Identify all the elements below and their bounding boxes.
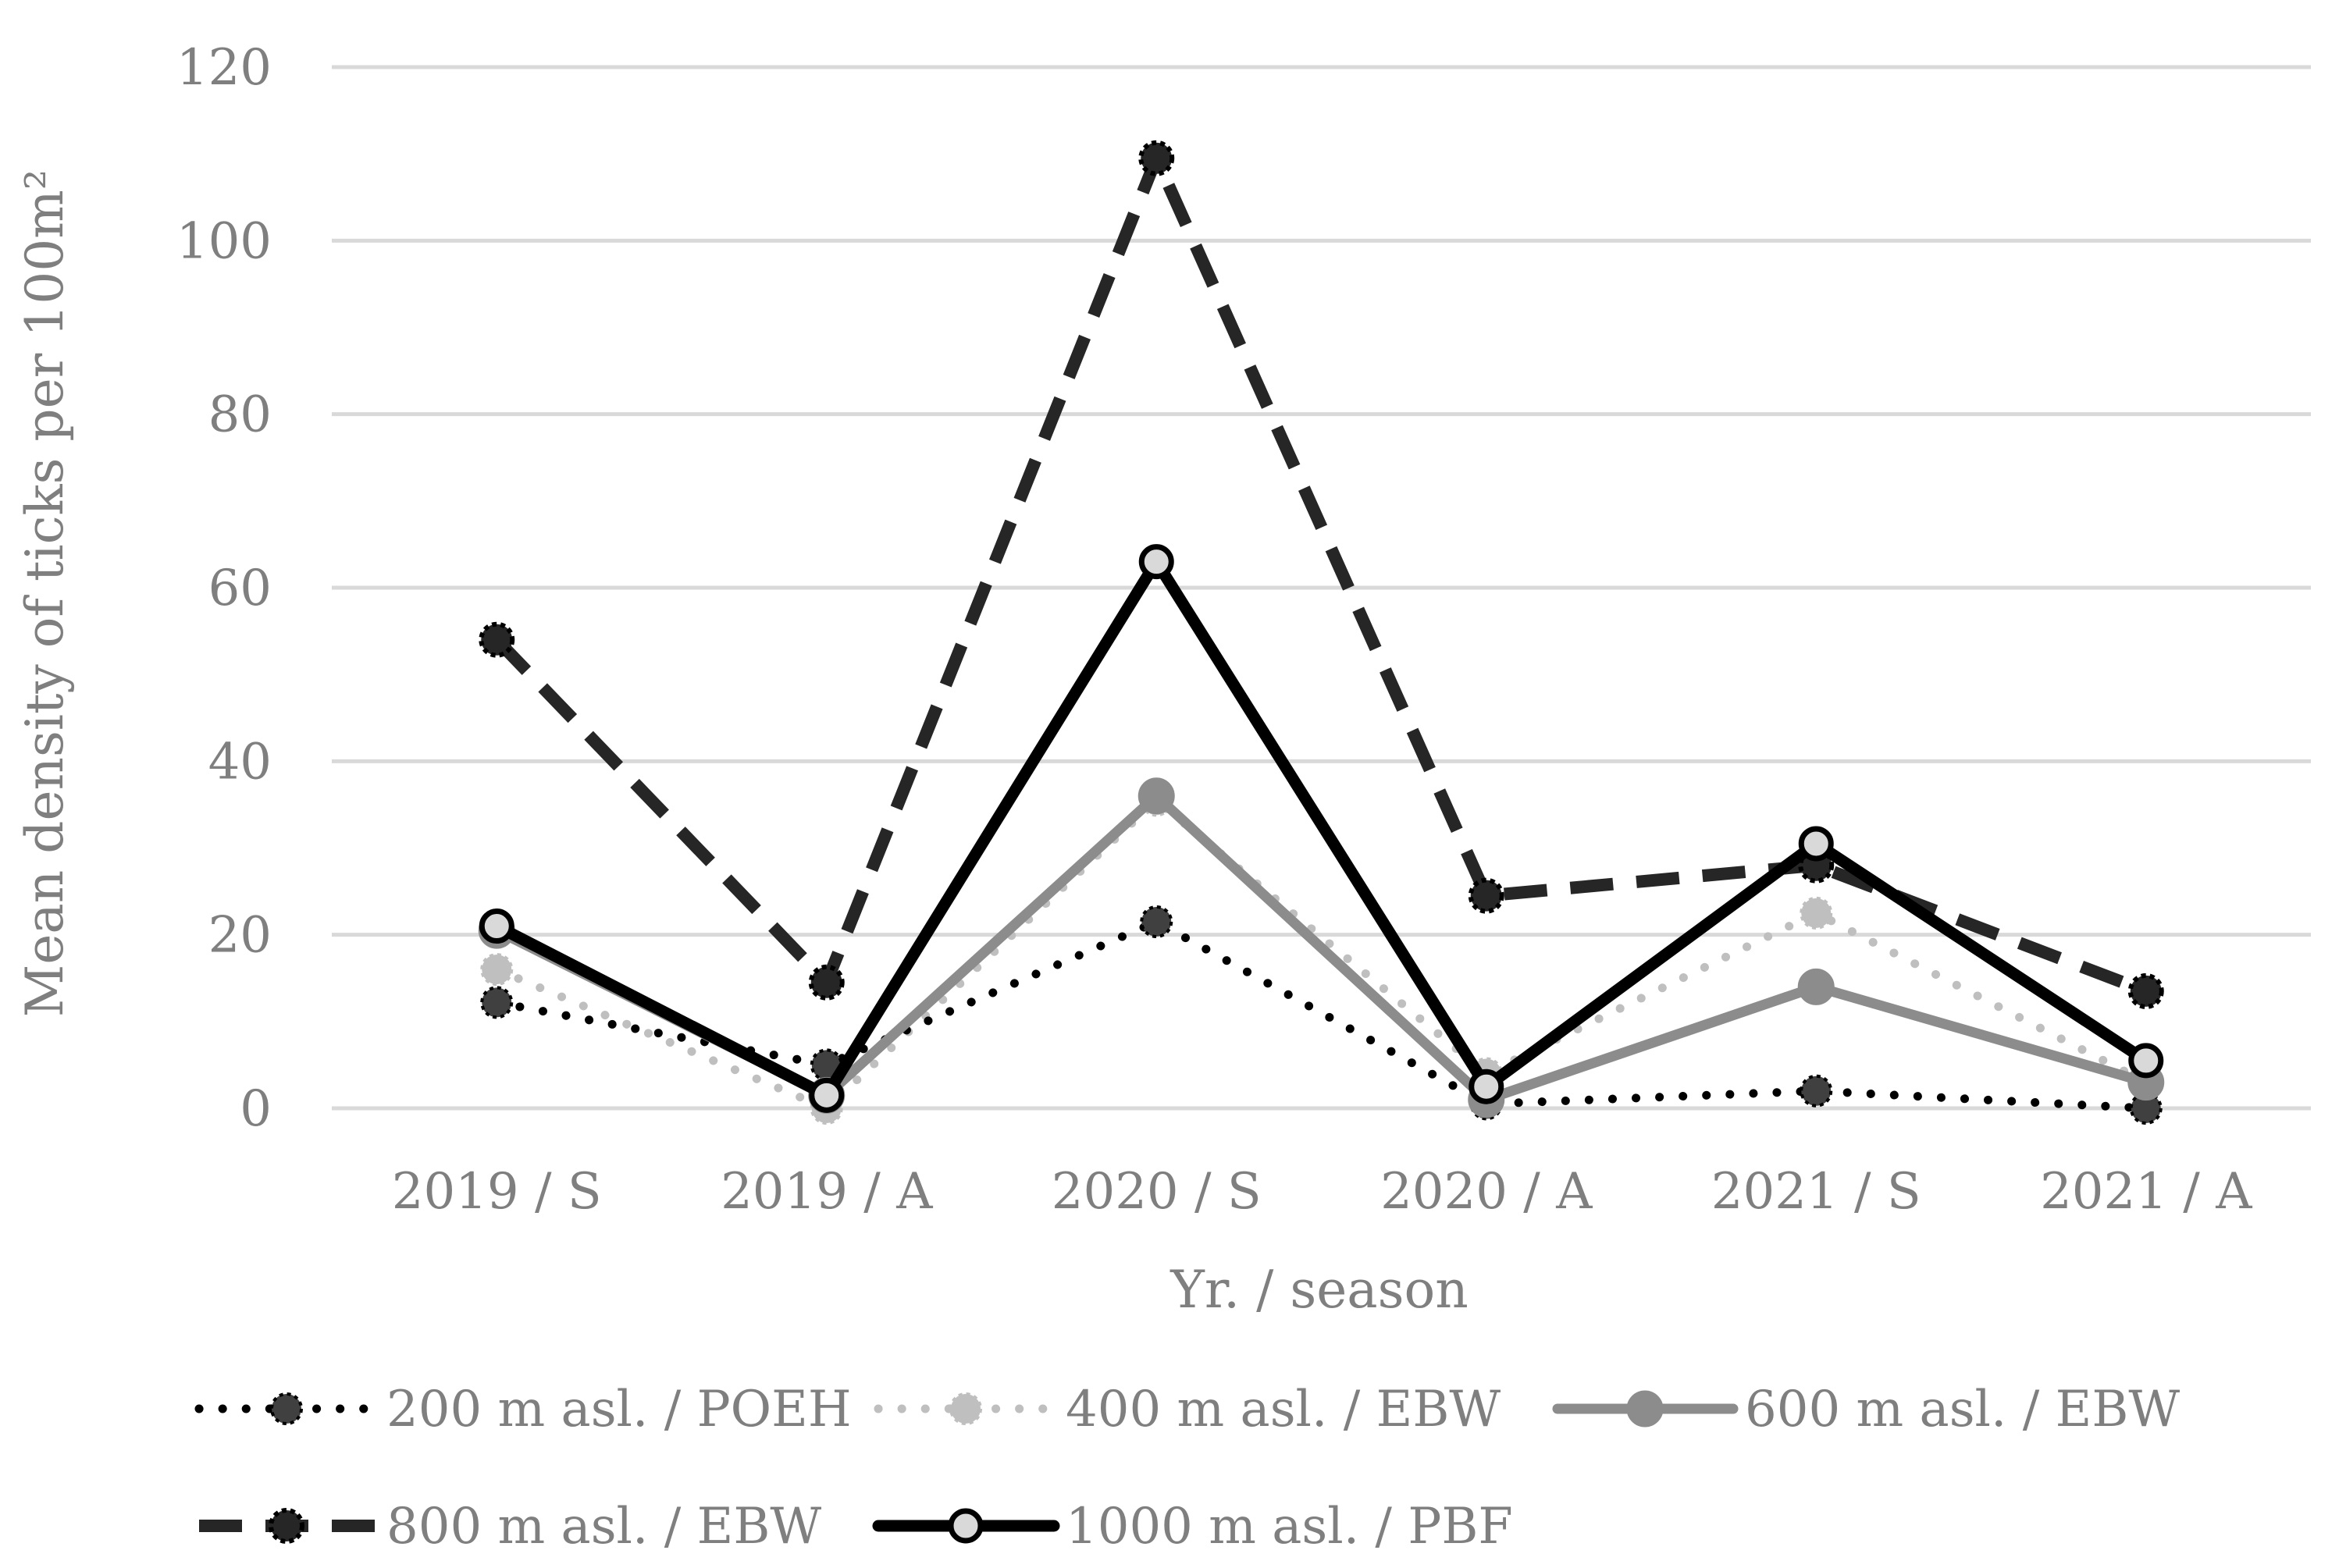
legend-item-4: 800 m asl. / EBW [199,1498,821,1556]
data-point [1800,896,1833,930]
legend-label: 200 m asl. / POEH [386,1381,852,1438]
y-tick-label: 80 [208,386,272,444]
data-point [480,953,514,987]
x-tick-label: 2021 / A [2040,1163,2252,1221]
x-tick-label: 2020 / A [1380,1163,1593,1221]
x-tick-label: 2021 / S [1711,1163,1921,1221]
y-tick-label: 100 [176,212,272,270]
series-layer [478,140,2165,1125]
y-tick-label: 20 [208,907,272,965]
series-5 [479,544,2164,1113]
series-line [492,151,2149,997]
legend: 200 m asl. / POEH 400 m asl. / EBW 600 m a… [194,1381,2180,1556]
legend-item-1: 200 m asl. / POEH [194,1381,852,1438]
series-line [492,795,2151,1113]
x-axis-title: Yr. / season [1170,1260,1468,1320]
x-tick-label: 2019 / S [392,1163,602,1221]
data-point [2128,1043,2164,1079]
data-point [2127,972,2164,1009]
data-point [1798,826,1834,862]
x-tick-label: 2019 / A [721,1163,933,1221]
x-axis-tick-labels: 2019 / S 2019 / A 2020 / S 2020 / A 2021 / S… [392,1163,2252,1221]
data-point [480,986,514,1019]
data-point [2129,1092,2163,1125]
y-tick-label: 40 [208,733,272,791]
legend-label: 600 m asl. / EBW [1745,1381,2180,1438]
data-point [1138,140,1175,176]
x-tick-label: 2020 / S [1052,1163,1262,1221]
legend-swatch-marker [270,1392,303,1425]
data-point [479,621,515,658]
legend-swatch-marker [948,1508,984,1544]
legend-label: 1000 m asl. / PBF [1066,1498,1513,1556]
data-point [1469,1068,1504,1104]
legend-item-5: 1000 m asl. / PBF [872,1498,1513,1556]
y-tick-label: 120 [176,39,272,97]
legend-swatch-marker [269,1508,304,1544]
grid-lines [332,65,2311,1111]
legend-swatch-marker [949,1392,982,1425]
legend-label: 800 m asl. / EBW [386,1498,821,1556]
legend-label: 400 m asl. / EBW [1066,1381,1501,1438]
data-point [808,964,845,1001]
data-point [1137,777,1175,815]
data-point [1800,1074,1833,1108]
y-tick-label: 60 [208,560,272,617]
y-axis-title: Mean density of ticks per 100m² [15,169,75,1018]
series-line [490,556,2152,1101]
series-4 [479,140,2164,1009]
legend-item-3: 600 m asl. / EBW [1552,1381,2180,1438]
y-axis-tick-labels: 0 20 40 60 80 100 120 [176,39,272,1138]
data-point [1138,544,1174,580]
legend-item-2: 400 m asl. / EBW [874,1381,1501,1438]
data-point [1468,877,1504,914]
data-point [479,908,514,944]
data-point [1797,968,1835,1005]
y-tick-label: 0 [240,1080,272,1138]
data-point [1140,905,1173,938]
series-line [492,917,2151,1113]
data-point [809,1077,845,1113]
legend-swatch-marker [1626,1390,1664,1428]
